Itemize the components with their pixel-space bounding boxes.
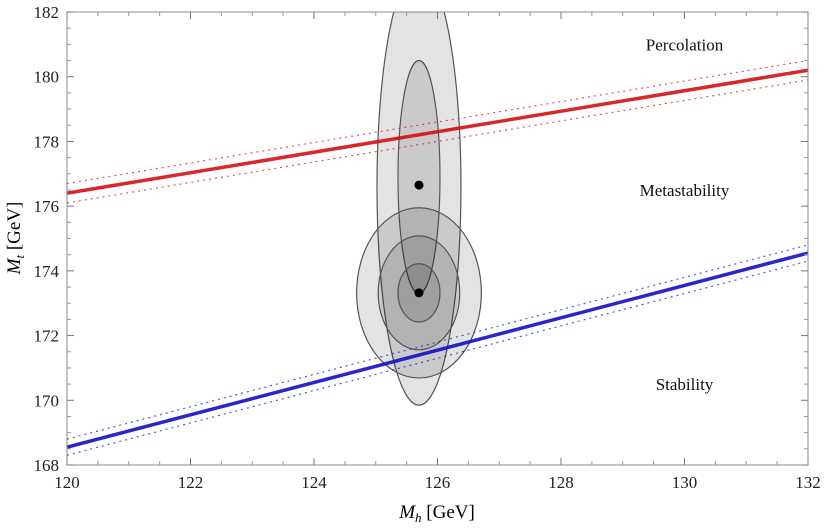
region-label-metastability: Metastability [640,181,730,200]
region-label-stability: Stability [656,375,714,394]
x-tick-label: 130 [672,473,698,492]
x-tick-label: 124 [301,473,327,492]
region-label-percolation: Percolation [646,35,724,54]
central-point-0 [414,180,424,190]
y-tick-label: 176 [34,197,60,216]
y-tick-label: 174 [34,262,60,281]
x-tick-label: 122 [178,473,204,492]
confidence-ellipse-0 [376,12,462,406]
series-1-band-0 [67,260,808,456]
series-0-band-1 [67,59,808,185]
y-tick-label: 168 [34,456,60,475]
series-1-band-1 [67,244,808,440]
y-tick-label: 180 [34,68,60,87]
y-tick-label: 182 [34,3,60,22]
x-tick-label: 132 [795,473,821,492]
series-1-line [67,251,808,449]
x-tick-label: 126 [425,473,451,492]
y-tick-label: 172 [34,327,60,346]
y-tick-label: 178 [34,132,60,151]
central-point-1 [414,288,424,298]
x-tick-label: 120 [54,473,80,492]
y-axis-label: Mt [GeV] [4,202,27,276]
x-axis-label: Mh [GeV] [398,502,475,525]
x-tick-label: 128 [548,473,574,492]
series-0-band-0 [67,79,808,204]
series-0-line [67,68,808,195]
y-tick-label: 170 [34,391,60,410]
